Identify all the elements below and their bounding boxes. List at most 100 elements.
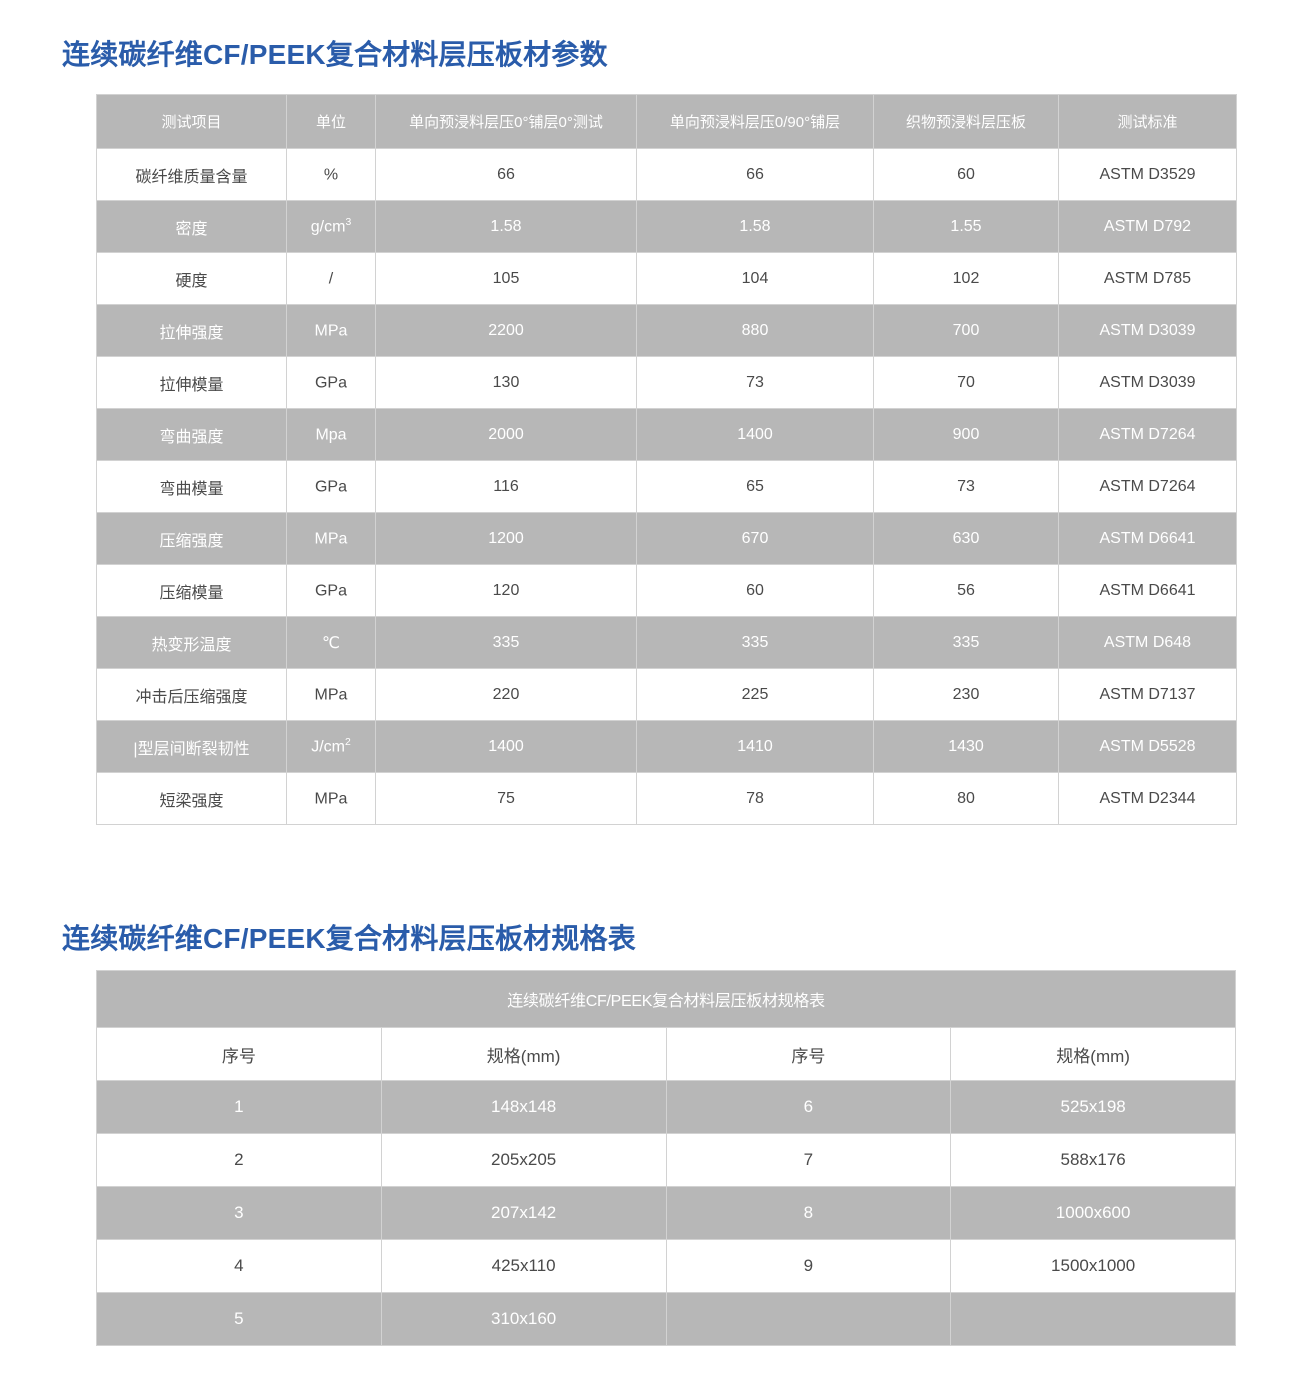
cell-index-right: 6 <box>665 1080 952 1134</box>
cell-test-item: 弯曲强度 <box>96 408 287 461</box>
parameters-table: 测试项目 单位 单向预浸料层压0°铺层0°测试 单向预浸料层压0/90°铺层 织… <box>96 94 1237 825</box>
cell-index-right <box>665 1292 952 1346</box>
cell-unidirectional-0-90deg: 1400 <box>636 408 874 461</box>
cell-fabric-prepreg: 630 <box>873 512 1059 565</box>
cell-test-item: 短梁强度 <box>96 772 287 825</box>
table-row: 弯曲强度 Mpa 2000 1400 900 ASTM D7264 <box>96 408 1237 461</box>
table-row: 冲击后压缩强度 MPa 220 225 230 ASTM D7137 <box>96 668 1237 721</box>
cell-test-standard: ASTM D3529 <box>1058 148 1237 201</box>
table-header-row: 测试项目 单位 单向预浸料层压0°铺层0°测试 单向预浸料层压0/90°铺层 织… <box>96 94 1237 149</box>
table-header-row: 序号 规格(mm) 序号 规格(mm) <box>96 1027 1236 1081</box>
cell-index-right: 8 <box>665 1186 952 1240</box>
cell-unit-text: GPa <box>314 374 347 392</box>
cell-unidirectional-0-90deg: 78 <box>636 772 874 825</box>
cell-unit: J/cm2 <box>286 720 376 773</box>
cell-size-right: 588x176 <box>950 1133 1236 1187</box>
table-row: 弯曲模量 GPa 116 65 73 ASTM D7264 <box>96 460 1237 513</box>
cell-test-standard: ASTM D6641 <box>1058 512 1237 565</box>
cell-unidirectional-0deg: 1.58 <box>375 200 637 253</box>
cell-unit: % <box>286 148 376 201</box>
cell-unit-text: GPa <box>314 478 347 496</box>
cell-test-item: 弯曲模量 <box>96 460 287 513</box>
specifications-table-caption: 连续碳纤维CF/PEEK复合材料层压板材规格表 <box>96 970 1236 1028</box>
cell-index-left: 3 <box>96 1186 382 1240</box>
cell-size-right <box>950 1292 1236 1346</box>
cell-unidirectional-0deg: 2000 <box>375 408 637 461</box>
cell-test-item: 热变形温度 <box>96 616 287 669</box>
table-row: 短梁强度 MPa 75 78 80 ASTM D2344 <box>96 772 1237 825</box>
cell-test-standard: ASTM D648 <box>1058 616 1237 669</box>
cell-unidirectional-0-90deg: 66 <box>636 148 874 201</box>
cell-unidirectional-0deg: 66 <box>375 148 637 201</box>
cell-unit: MPa <box>286 304 376 357</box>
cell-fabric-prepreg: 70 <box>873 356 1059 409</box>
cell-fabric-prepreg: 56 <box>873 564 1059 617</box>
cell-fabric-prepreg: 80 <box>873 772 1059 825</box>
table-row: 碳纤维质量含量 % 66 66 60 ASTM D3529 <box>96 148 1237 201</box>
cell-unidirectional-0deg: 335 <box>375 616 637 669</box>
cell-test-item: 密度 <box>96 200 287 253</box>
cell-unit: ℃ <box>286 616 376 669</box>
column-header-index-left: 序号 <box>96 1027 382 1081</box>
cell-index-left: 4 <box>96 1239 382 1293</box>
cell-unidirectional-0deg: 220 <box>375 668 637 721</box>
cell-unidirectional-0deg: 1400 <box>375 720 637 773</box>
column-header-size-right: 规格(mm) <box>950 1027 1236 1081</box>
cell-unit: / <box>286 252 376 305</box>
cell-unit-text: ℃ <box>322 634 340 652</box>
cell-test-item: 拉伸模量 <box>96 356 287 409</box>
cell-unit: MPa <box>286 512 376 565</box>
table-row: 密度 g/cm3 1.58 1.58 1.55 ASTM D792 <box>96 200 1237 253</box>
cell-unit-text: g/cm <box>310 218 346 236</box>
column-header-fabric-prepreg: 织物预浸料层压板 <box>873 94 1059 149</box>
cell-test-item: 压缩模量 <box>96 564 287 617</box>
cell-test-item: 压缩强度 <box>96 512 287 565</box>
cell-test-standard: ASTM D7137 <box>1058 668 1237 721</box>
cell-unit: MPa <box>286 668 376 721</box>
column-header-unit: 单位 <box>286 94 376 149</box>
cell-test-standard: ASTM D6641 <box>1058 564 1237 617</box>
cell-unit-superscript: 3 <box>345 216 352 228</box>
table-row: 拉伸强度 MPa 2200 880 700 ASTM D3039 <box>96 304 1237 357</box>
cell-test-standard: ASTM D7264 <box>1058 408 1237 461</box>
cell-size-right: 1000x600 <box>950 1186 1236 1240</box>
column-header-unidirectional-0deg: 单向预浸料层压0°铺层0°测试 <box>375 94 637 149</box>
cell-unit-text: MPa <box>314 686 348 704</box>
cell-unit-text: MPa <box>314 530 348 548</box>
cell-unidirectional-0-90deg: 880 <box>636 304 874 357</box>
cell-test-standard: ASTM D7264 <box>1058 460 1237 513</box>
table-row: 热变形温度 ℃ 335 335 335 ASTM D648 <box>96 616 1237 669</box>
cell-index-left: 1 <box>96 1080 382 1134</box>
table-row: 硬度 / 105 104 102 ASTM D785 <box>96 252 1237 305</box>
cell-test-standard: ASTM D3039 <box>1058 304 1237 357</box>
cell-index-right: 7 <box>665 1133 952 1187</box>
cell-test-standard: ASTM D5528 <box>1058 720 1237 773</box>
cell-fabric-prepreg: 1430 <box>873 720 1059 773</box>
cell-test-item: |型层间断裂韧性 <box>96 720 287 773</box>
cell-size-left: 207x142 <box>380 1186 667 1240</box>
cell-test-standard: ASTM D785 <box>1058 252 1237 305</box>
cell-size-right: 1500x1000 <box>950 1239 1236 1293</box>
cell-test-standard: ASTM D792 <box>1058 200 1237 253</box>
cell-unit-text: Mpa <box>315 426 347 444</box>
cell-fabric-prepreg: 900 <box>873 408 1059 461</box>
cell-unidirectional-0-90deg: 670 <box>636 512 874 565</box>
table-row: 4 425x110 9 1500x1000 <box>96 1239 1236 1293</box>
cell-size-left: 205x205 <box>380 1133 667 1187</box>
column-header-test-standard: 测试标准 <box>1058 94 1237 149</box>
cell-fabric-prepreg: 230 <box>873 668 1059 721</box>
cell-test-item: 冲击后压缩强度 <box>96 668 287 721</box>
cell-size-left: 310x160 <box>380 1292 667 1346</box>
cell-unidirectional-0-90deg: 104 <box>636 252 874 305</box>
cell-index-left: 5 <box>96 1292 382 1346</box>
table-row: 压缩模量 GPa 120 60 56 ASTM D6641 <box>96 564 1237 617</box>
cell-unidirectional-0deg: 1200 <box>375 512 637 565</box>
table-row: 拉伸模量 GPa 130 73 70 ASTM D3039 <box>96 356 1237 409</box>
cell-unidirectional-0-90deg: 1.58 <box>636 200 874 253</box>
table-row: 压缩强度 MPa 1200 670 630 ASTM D6641 <box>96 512 1237 565</box>
cell-size-left: 148x148 <box>380 1080 667 1134</box>
cell-unidirectional-0-90deg: 60 <box>636 564 874 617</box>
cell-unit-superscript: 2 <box>345 736 351 748</box>
cell-unidirectional-0-90deg: 65 <box>636 460 874 513</box>
